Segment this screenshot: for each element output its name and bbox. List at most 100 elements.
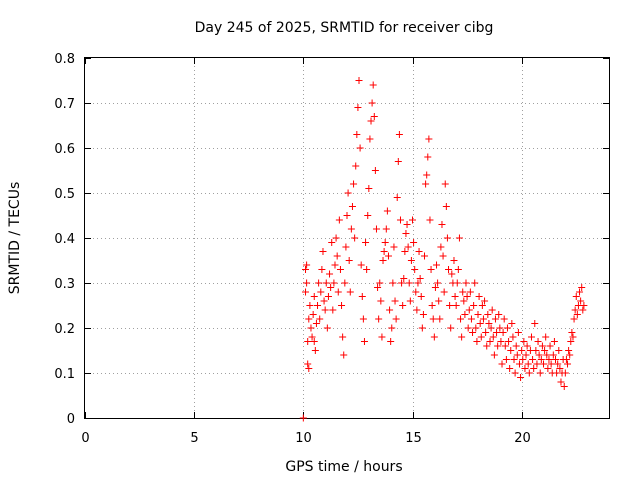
data-point: [535, 351, 543, 359]
data-point: [544, 365, 552, 372]
data-point: [580, 302, 588, 309]
data-point: [426, 216, 434, 224]
data-point: [302, 266, 310, 273]
data-point: [493, 329, 501, 336]
data-point: [364, 212, 372, 219]
data-point: [407, 257, 415, 264]
data-point: [436, 315, 444, 323]
data-point: [307, 324, 315, 332]
data-point: [453, 279, 461, 287]
data-point: [424, 153, 432, 161]
data-point: [345, 257, 353, 264]
data-point: [415, 248, 423, 255]
data-point: [355, 77, 363, 84]
data-point: [481, 297, 489, 305]
data-point: [318, 266, 326, 273]
data-point: [509, 333, 517, 341]
data-point: [482, 329, 490, 336]
data-point: [328, 239, 336, 246]
data-point: [370, 113, 378, 120]
data-point: [549, 351, 557, 359]
data-point: [312, 320, 320, 327]
data-point: [533, 360, 541, 368]
data-point: [410, 239, 418, 246]
data-point: [452, 302, 460, 309]
data-point: [454, 266, 462, 273]
x-tick-label: 0: [81, 431, 89, 446]
data-point: [487, 324, 495, 332]
data-point: [305, 365, 313, 372]
data-point: [401, 248, 409, 255]
data-point: [513, 351, 521, 359]
data-point: [471, 279, 479, 287]
data-point: [400, 275, 408, 282]
x-tick-label: 20: [514, 431, 531, 446]
data-point: [448, 270, 456, 278]
data-point: [464, 324, 472, 332]
x-tick-label: 10: [295, 431, 312, 446]
data-point: [344, 189, 352, 197]
x-tick-label: 5: [190, 431, 198, 446]
data-point: [393, 194, 401, 201]
data-point: [404, 243, 412, 251]
data-point: [375, 315, 383, 323]
data-point: [351, 234, 359, 242]
data-point: [460, 297, 468, 305]
data-point: [541, 347, 549, 354]
data-point: [461, 311, 469, 318]
data-point: [310, 293, 318, 300]
data-point: [455, 234, 463, 242]
data-point: [342, 243, 350, 251]
data-point: [489, 333, 497, 341]
data-point: [369, 81, 377, 89]
data-point: [359, 315, 367, 323]
data-point: [463, 293, 471, 300]
data-point: [567, 338, 575, 345]
data-point: [443, 234, 451, 242]
data-point: [402, 230, 410, 237]
data-point: [304, 360, 312, 368]
data-point: [380, 248, 388, 255]
data-point: [521, 365, 529, 372]
data-point: [405, 279, 413, 287]
data-point: [341, 279, 349, 287]
grid: [85, 58, 609, 418]
data-point: [347, 225, 355, 233]
data-point: [435, 297, 443, 305]
data-point: [376, 279, 384, 287]
data-point: [564, 360, 572, 368]
data-point: [303, 261, 311, 269]
data-point: [579, 306, 587, 314]
data-point: [465, 306, 473, 314]
data-point: [441, 180, 449, 188]
data-point: [381, 239, 389, 246]
data-point: [542, 333, 550, 341]
data-point: [562, 356, 570, 363]
data-point: [306, 302, 314, 309]
data-point: [320, 297, 328, 305]
data-point: [488, 306, 496, 314]
data-point: [501, 342, 509, 350]
data-point: [560, 383, 568, 390]
data-point: [398, 279, 406, 287]
data-point: [578, 284, 586, 291]
data-point: [545, 356, 553, 363]
data-point: [409, 216, 416, 224]
data-point: [466, 288, 474, 296]
data-point: [500, 315, 508, 323]
data-point: [512, 342, 520, 350]
data-point: [573, 311, 581, 318]
data-point: [434, 279, 442, 287]
data-point: [309, 311, 317, 318]
data-point: [462, 279, 470, 287]
data-point: [520, 338, 528, 345]
data-point: [356, 144, 364, 152]
data-point: [386, 306, 394, 314]
data-point: [506, 365, 514, 372]
data-point: [334, 288, 342, 296]
data-point: [476, 320, 484, 327]
data-point: [416, 275, 424, 282]
data-point: [363, 266, 371, 273]
data-point: [502, 356, 510, 363]
